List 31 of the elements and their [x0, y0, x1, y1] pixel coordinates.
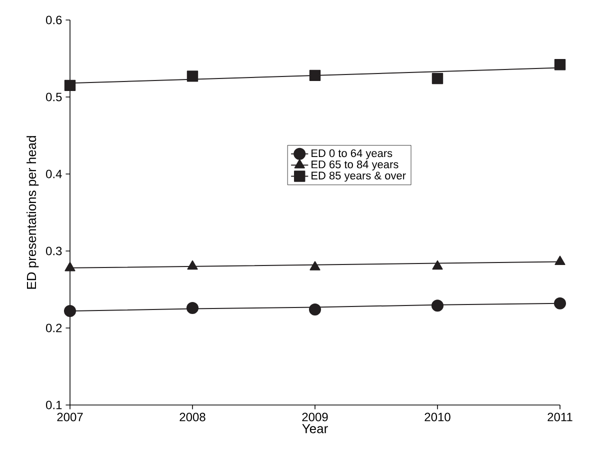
point: [554, 256, 566, 266]
point: [64, 262, 76, 272]
point: [310, 261, 320, 270]
point: [187, 260, 198, 270]
y-tick-label: 0.1: [46, 400, 62, 410]
y-tick-label: 0.6: [46, 16, 62, 24]
point: [308, 303, 322, 316]
point: [64, 80, 76, 92]
point: [554, 297, 566, 310]
x-tick-label: 2010: [424, 412, 450, 422]
legend-label: ED 0 to 64 years: [312, 149, 392, 160]
y-tick-label: 0.3: [46, 246, 62, 256]
y-tick-label: 0.4: [46, 170, 62, 178]
y-tick-label: 0.5: [46, 92, 62, 102]
point: [432, 260, 443, 270]
legend-label: ED 65 to 84 years: [312, 160, 398, 170]
point: [186, 302, 199, 314]
x-tick-label: 2008: [180, 412, 206, 422]
x-tick-label: 2007: [57, 412, 83, 422]
point: [432, 72, 444, 84]
point: [431, 300, 444, 312]
x-axis-title: Year: [302, 424, 328, 434]
legend-label: ED 85 years & over: [312, 172, 406, 182]
point: [186, 70, 198, 82]
point: [554, 59, 566, 70]
x-tick-label: 2011: [548, 412, 572, 422]
point: [64, 305, 76, 318]
x-tick-label: 2009: [302, 412, 328, 422]
point: [309, 70, 321, 82]
y-tick-label: 0.2: [46, 324, 62, 332]
y-axis-title: ED presentations per head: [26, 136, 39, 289]
